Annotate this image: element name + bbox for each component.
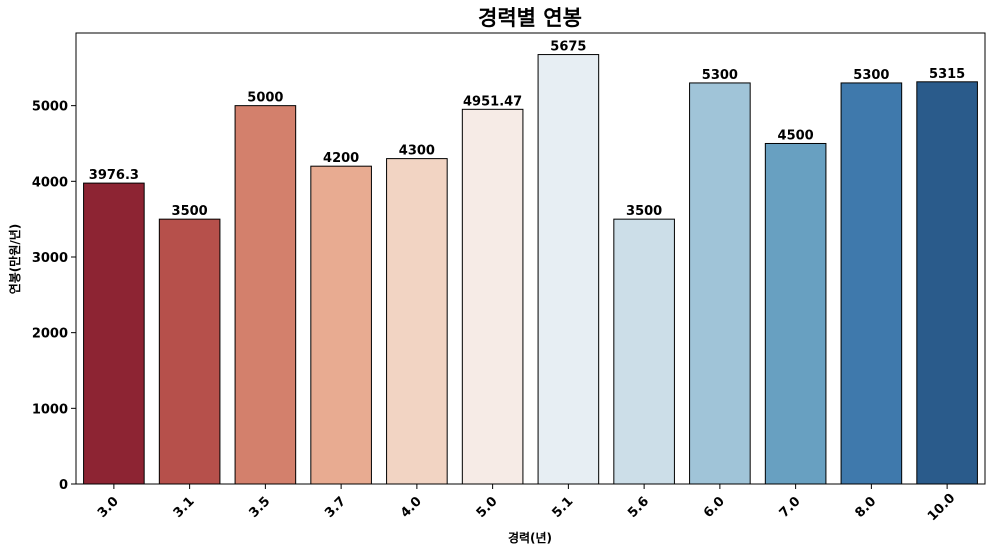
x-tick-label: 10.0 (925, 491, 958, 524)
bar-value-label: 5315 (929, 67, 965, 82)
bar (83, 182, 145, 485)
x-tick-label: 4.0 (398, 494, 425, 521)
y-tick-label: 2000 (32, 327, 68, 342)
bar (840, 82, 903, 485)
x-tick-label: 5.0 (474, 494, 501, 521)
bar-value-label: 5300 (853, 68, 889, 83)
x-tick-label: 5.1 (549, 494, 576, 521)
bar (689, 82, 751, 485)
bar (158, 218, 221, 485)
bar (613, 218, 675, 485)
x-tick-label: 8.0 (852, 494, 879, 521)
y-tick-label: 0 (59, 478, 68, 493)
bar (310, 165, 372, 485)
y-tick-label: 4000 (32, 175, 68, 190)
x-tick-label: 3.5 (246, 494, 273, 521)
bar (234, 105, 297, 485)
bar-value-label: 3500 (172, 204, 208, 219)
bar-value-label: 4300 (399, 144, 435, 159)
x-tick-label: 3.1 (171, 494, 198, 521)
plot-frame (75, 32, 986, 485)
bar-value-label: 4200 (323, 151, 359, 166)
x-axis-label: 경력(년) (508, 531, 552, 545)
bar (764, 142, 827, 485)
y-axis-label: 연봉(만원/년) (7, 224, 22, 295)
plot-area: 0 1000 2000 3000 4000 5000 3976.3 3.0 3500 3.1 500… (32, 32, 986, 524)
bar-value-label: 3500 (626, 204, 662, 219)
bar-value-label: 3976.3 (89, 168, 139, 183)
x-tick-label: 3.7 (322, 494, 349, 521)
y-tick-label: 3000 (32, 251, 68, 266)
bar (461, 108, 524, 485)
bar (386, 158, 448, 485)
x-tick-label: 5.6 (625, 494, 652, 521)
x-tick-label: 7.0 (777, 494, 804, 521)
bar-value-label: 5000 (247, 91, 283, 106)
x-tick-label: 6.0 (701, 494, 728, 521)
x-tick-label: 3.0 (95, 494, 122, 521)
bar-value-label: 4500 (778, 128, 814, 143)
bar-value-label: 5675 (550, 40, 586, 55)
chart-title: 경력별 연봉 (478, 6, 582, 30)
bar-value-label: 4951.47 (463, 94, 522, 109)
bar-value-label: 5300 (702, 68, 738, 83)
y-tick-label: 1000 (32, 402, 68, 417)
y-tick-label: 5000 (32, 100, 68, 115)
bar (916, 81, 978, 485)
bar (537, 54, 600, 485)
